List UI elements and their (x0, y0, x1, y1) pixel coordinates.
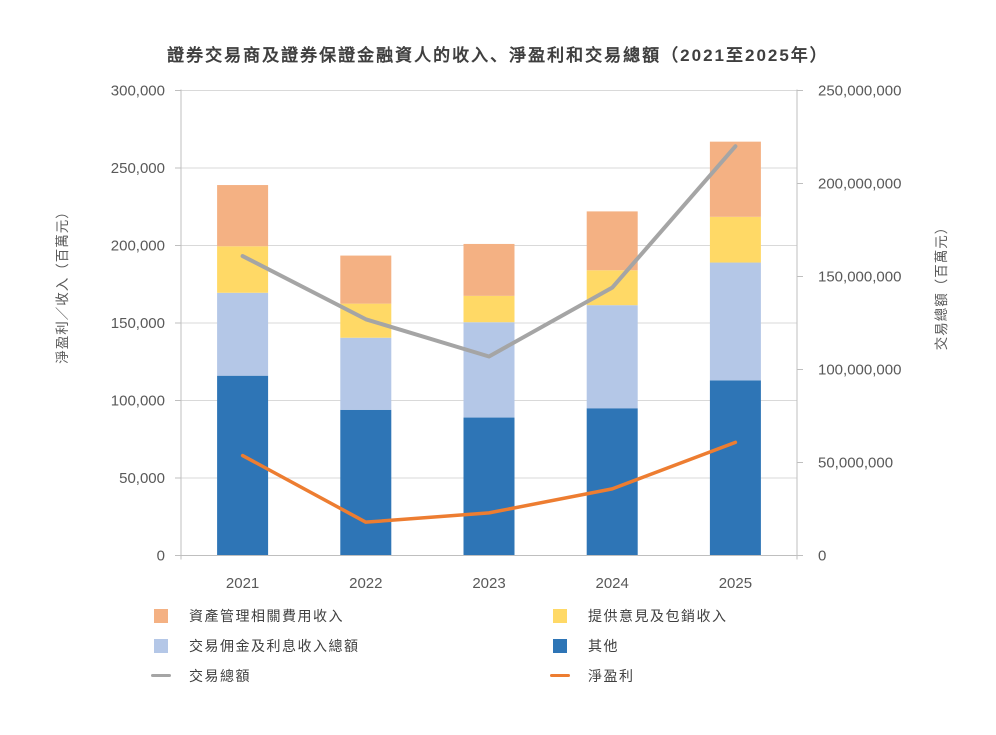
x-category-label: 2023 (472, 575, 505, 592)
line-total-transactions (240, 144, 738, 359)
right-axis-tick-label: 250,000,000 (818, 83, 901, 100)
bar-segment-others-2023 (463, 417, 515, 556)
x-category-label: 2025 (719, 575, 752, 592)
legend-label: 資產管理相關費用收入 (189, 607, 344, 624)
x-category-label: 2021 (226, 575, 259, 592)
right-axis-tick-label: 200,000,000 (818, 176, 901, 193)
bar-segment-commission-interest-income-2024 (586, 305, 638, 409)
legend-label: 交易佣金及利息收入總額 (189, 637, 360, 654)
left-axis-tick-label: 250,000 (111, 160, 165, 177)
bar-segment-others-2022 (340, 409, 392, 556)
legend-line-marker-net-profit (550, 673, 570, 678)
line-net-profit (240, 440, 738, 524)
right-axis-tick-label: 150,000,000 (818, 269, 901, 286)
bar-segment-asset-management-fee-income-2025 (709, 141, 761, 217)
legend-label: 其他 (588, 637, 619, 654)
legend-label: 提供意見及包銷收入 (588, 607, 728, 624)
bar-segment-advisory-underwriting-income-2021 (217, 246, 269, 293)
legend-swatch-asset-management-fee-income (154, 608, 168, 623)
right-axis-tick-label: 50,000,000 (818, 455, 893, 472)
left-axis-tick-label: 300,000 (111, 83, 165, 100)
bar-segment-asset-management-fee-income-2022 (340, 255, 392, 304)
bar-segment-others-2025 (709, 380, 761, 556)
left-axis-tick-label: 0 (157, 548, 165, 565)
bar-segment-commission-interest-income-2025 (709, 262, 761, 381)
bar-segment-advisory-underwriting-income-2025 (709, 216, 761, 263)
legend: 資產管理相關費用收入 提供意見及包銷收入 交易佣金及利息收入總額 其他 交易總額… (150, 607, 728, 684)
legend-line-marker-total-transactions (151, 673, 171, 678)
legend-swatch-advisory-underwriting-income (553, 608, 567, 623)
x-category-label: 2022 (349, 575, 382, 592)
legend-item-net-profit: 淨盈利 (549, 667, 728, 684)
legend-item-others: 其他 (549, 637, 728, 654)
legend-item-commission-interest-income: 交易佣金及利息收入總額 (150, 637, 549, 654)
legend-swatch-commission-interest-income (154, 638, 168, 653)
bar-segment-commission-interest-income-2023 (463, 322, 515, 418)
bar-segment-advisory-underwriting-income-2023 (463, 295, 515, 323)
bar-segment-asset-management-fee-income-2024 (586, 211, 638, 271)
legend-item-asset-management-fee-income: 資產管理相關費用收入 (150, 607, 549, 624)
legend-item-advisory-underwriting-income: 提供意見及包銷收入 (549, 607, 728, 624)
bar-segment-commission-interest-income-2022 (340, 337, 392, 410)
right-axis-tick-label: 100,000,000 (818, 362, 901, 379)
bar-segment-commission-interest-income-2021 (217, 292, 269, 376)
left-axis-tick-label: 50,000 (119, 470, 165, 487)
left-axis-tick-label: 200,000 (111, 238, 165, 255)
x-category-label: 2024 (596, 575, 629, 592)
legend-label: 交易總額 (189, 667, 251, 684)
legend-item-total-transactions: 交易總額 (150, 667, 549, 684)
bar-segment-asset-management-fee-income-2023 (463, 243, 515, 296)
bar-segment-asset-management-fee-income-2021 (217, 185, 269, 247)
legend-label: 淨盈利 (588, 667, 635, 684)
left-axis-tick-label: 150,000 (111, 315, 165, 332)
right-axis-tick-label: 0 (818, 548, 826, 565)
chart-title: 證券交易商及證券保證金融資人的收入、淨盈利和交易總額（2021至2025年） (167, 46, 829, 65)
left-axis-tick-label: 100,000 (111, 393, 165, 410)
legend-swatch-others (553, 638, 567, 653)
